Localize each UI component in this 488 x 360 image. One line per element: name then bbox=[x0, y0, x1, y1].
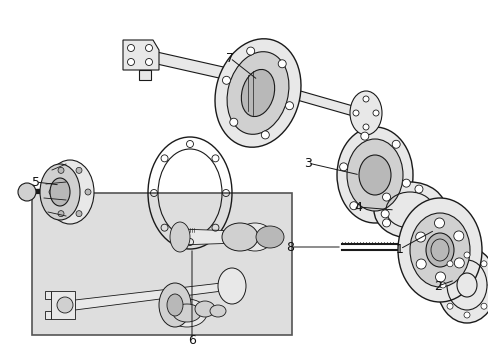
Circle shape bbox=[222, 76, 230, 84]
Ellipse shape bbox=[167, 294, 183, 316]
Ellipse shape bbox=[170, 222, 190, 252]
Circle shape bbox=[352, 110, 358, 116]
Text: 8: 8 bbox=[285, 240, 293, 253]
Circle shape bbox=[391, 140, 399, 148]
Circle shape bbox=[145, 58, 152, 66]
Polygon shape bbox=[148, 50, 289, 94]
Ellipse shape bbox=[436, 247, 488, 323]
Text: 2: 2 bbox=[433, 279, 441, 292]
Circle shape bbox=[439, 282, 445, 288]
Ellipse shape bbox=[195, 301, 215, 317]
Polygon shape bbox=[45, 291, 51, 299]
Text: 1: 1 bbox=[395, 243, 403, 256]
Circle shape bbox=[145, 45, 152, 51]
Circle shape bbox=[434, 218, 444, 228]
Circle shape bbox=[76, 167, 82, 174]
Circle shape bbox=[58, 167, 64, 174]
Ellipse shape bbox=[215, 39, 301, 147]
Ellipse shape bbox=[209, 305, 225, 317]
Ellipse shape bbox=[346, 139, 402, 211]
Circle shape bbox=[339, 163, 347, 171]
Ellipse shape bbox=[397, 198, 481, 302]
Circle shape bbox=[480, 261, 486, 267]
Circle shape bbox=[434, 206, 442, 214]
Circle shape bbox=[453, 258, 464, 268]
Polygon shape bbox=[178, 229, 269, 245]
Circle shape bbox=[127, 58, 134, 66]
Ellipse shape bbox=[159, 283, 191, 327]
Text: 6: 6 bbox=[188, 333, 196, 346]
Circle shape bbox=[446, 303, 452, 309]
Circle shape bbox=[360, 132, 368, 140]
Text: 4: 4 bbox=[353, 201, 361, 213]
Circle shape bbox=[435, 272, 445, 282]
Circle shape bbox=[487, 282, 488, 288]
Ellipse shape bbox=[218, 268, 245, 304]
Bar bbox=[32, 193, 291, 335]
Circle shape bbox=[382, 219, 390, 227]
Circle shape bbox=[349, 202, 357, 210]
Ellipse shape bbox=[241, 69, 274, 117]
Text: 7: 7 bbox=[225, 51, 234, 64]
Ellipse shape bbox=[40, 164, 80, 220]
Polygon shape bbox=[45, 311, 51, 319]
Circle shape bbox=[278, 60, 285, 68]
Circle shape bbox=[229, 118, 237, 126]
Polygon shape bbox=[51, 291, 75, 319]
Ellipse shape bbox=[173, 304, 201, 322]
Ellipse shape bbox=[456, 273, 476, 297]
Circle shape bbox=[402, 179, 409, 187]
Ellipse shape bbox=[237, 223, 272, 251]
Circle shape bbox=[58, 211, 64, 217]
Ellipse shape bbox=[358, 155, 390, 195]
Circle shape bbox=[414, 227, 422, 235]
Circle shape bbox=[382, 193, 390, 201]
Circle shape bbox=[446, 261, 452, 267]
Polygon shape bbox=[75, 282, 229, 310]
Circle shape bbox=[380, 210, 388, 218]
Circle shape bbox=[372, 110, 378, 116]
Ellipse shape bbox=[349, 91, 381, 135]
Text: 5: 5 bbox=[32, 176, 40, 189]
Circle shape bbox=[480, 303, 486, 309]
Circle shape bbox=[415, 259, 426, 269]
Circle shape bbox=[463, 312, 469, 318]
Ellipse shape bbox=[256, 226, 284, 248]
Circle shape bbox=[261, 131, 269, 139]
Text: 3: 3 bbox=[304, 157, 311, 170]
Circle shape bbox=[453, 231, 463, 241]
Circle shape bbox=[85, 189, 91, 195]
Ellipse shape bbox=[222, 223, 258, 251]
Ellipse shape bbox=[425, 233, 453, 267]
Ellipse shape bbox=[226, 52, 288, 134]
Circle shape bbox=[414, 185, 422, 193]
Circle shape bbox=[415, 232, 425, 242]
Polygon shape bbox=[289, 88, 359, 118]
Circle shape bbox=[49, 189, 55, 195]
Ellipse shape bbox=[50, 178, 70, 206]
Circle shape bbox=[285, 102, 293, 110]
Circle shape bbox=[362, 124, 368, 130]
Ellipse shape bbox=[46, 160, 94, 224]
Circle shape bbox=[18, 183, 36, 201]
Polygon shape bbox=[139, 70, 151, 80]
Ellipse shape bbox=[409, 213, 469, 287]
Polygon shape bbox=[123, 40, 159, 70]
Circle shape bbox=[76, 211, 82, 217]
Circle shape bbox=[463, 252, 469, 258]
Circle shape bbox=[246, 47, 254, 55]
Ellipse shape bbox=[336, 127, 412, 223]
Circle shape bbox=[57, 297, 73, 313]
Ellipse shape bbox=[373, 182, 445, 238]
Ellipse shape bbox=[167, 299, 206, 327]
Circle shape bbox=[127, 45, 134, 51]
Circle shape bbox=[362, 96, 368, 102]
